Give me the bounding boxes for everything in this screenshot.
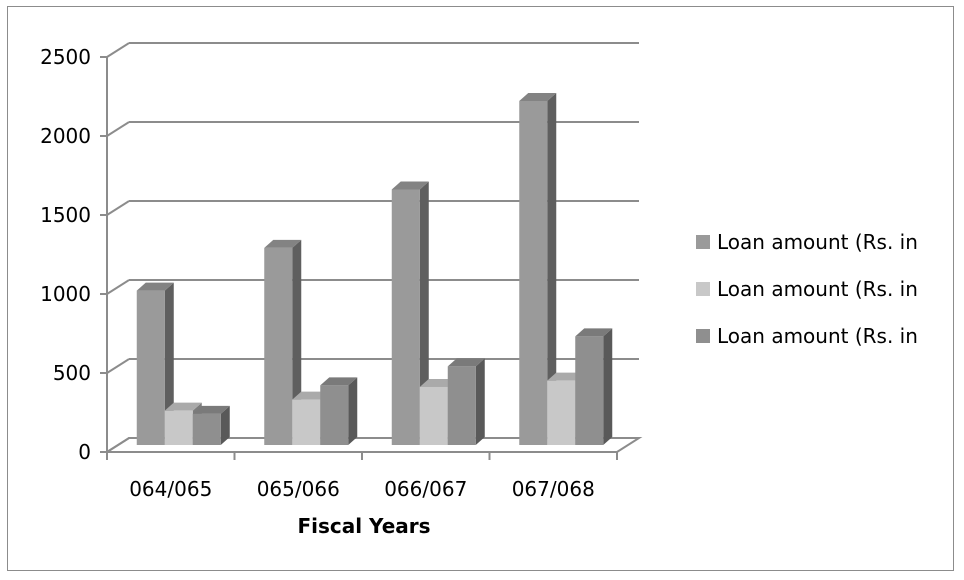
bar-side: [419, 181, 429, 445]
bar-front: [136, 290, 165, 445]
bar-side: [164, 282, 174, 445]
bar-side: [547, 92, 557, 445]
bar: [264, 239, 302, 445]
bar-top: [192, 405, 230, 414]
bar-front: [292, 399, 321, 445]
legend-label: Loan amount (Rs. in: [717, 230, 918, 254]
bar-front: [547, 380, 576, 445]
y-tick-labels: 0 500 1000 1500 2000 2500: [40, 45, 91, 464]
bar: [519, 92, 557, 445]
bar: [320, 377, 358, 445]
gridline-depth: [106, 200, 130, 216]
bar-top: [320, 377, 358, 386]
bar-front: [519, 100, 548, 445]
bars-group: [136, 92, 613, 445]
legend-label: Loan amount (Rs. in: [717, 324, 918, 348]
x-tick-label: 065/066: [257, 477, 340, 501]
x-tick-label: 066/067: [384, 477, 467, 501]
bar-front: [192, 413, 221, 445]
bar-top: [164, 402, 202, 411]
legend-swatch: [696, 329, 710, 343]
legend-label: Loan amount (Rs. in: [717, 277, 918, 301]
bar-top: [292, 391, 330, 400]
bar: [575, 328, 613, 445]
axes-group: [100, 56, 618, 460]
bar-side: [603, 328, 613, 445]
bar-front: [320, 385, 349, 445]
y-tick-label: 1000: [40, 282, 91, 306]
bar-front: [575, 336, 604, 445]
y-tick-label: 2500: [40, 45, 91, 69]
bar-top: [447, 358, 485, 367]
legend-swatch: [696, 282, 710, 296]
bar-front: [164, 410, 193, 445]
bar-top: [419, 378, 457, 387]
bar: [192, 405, 230, 445]
bar-front: [264, 247, 293, 445]
y-tick-label: 500: [53, 361, 91, 385]
bar-side: [348, 377, 358, 445]
gridline-depth: [106, 42, 130, 58]
x-tick-labels: 064/065 065/066 066/067 067/068: [129, 477, 595, 501]
bar-top: [136, 282, 174, 291]
bar: [391, 181, 429, 445]
bar: [136, 282, 174, 445]
bar: [447, 358, 485, 445]
bar-side: [475, 358, 485, 445]
bar-side: [220, 405, 230, 445]
bar-top: [547, 372, 585, 381]
bar-front: [447, 366, 476, 445]
bar-front: [391, 189, 420, 445]
gridline-depth: [106, 279, 130, 295]
gridline-depth: [106, 358, 130, 374]
bar-top: [391, 181, 429, 190]
bar-top: [519, 92, 557, 101]
x-tick-label: 064/065: [129, 477, 212, 501]
bar-top: [575, 328, 613, 337]
y-tick-label: 2000: [40, 124, 91, 148]
x-tick-label: 067/068: [512, 477, 595, 501]
x-axis-title: Fiscal Years: [297, 514, 430, 538]
gridline-depth: [106, 437, 130, 453]
legend: Loan amount (Rs. in Loan amount (Rs. in …: [696, 230, 918, 348]
gridline-depth: [106, 121, 130, 137]
legend-swatch: [696, 235, 710, 249]
bar-top: [264, 239, 302, 248]
y-tick-label: 1500: [40, 203, 91, 227]
y-tick-label: 0: [78, 440, 91, 464]
bar-front: [419, 386, 448, 445]
